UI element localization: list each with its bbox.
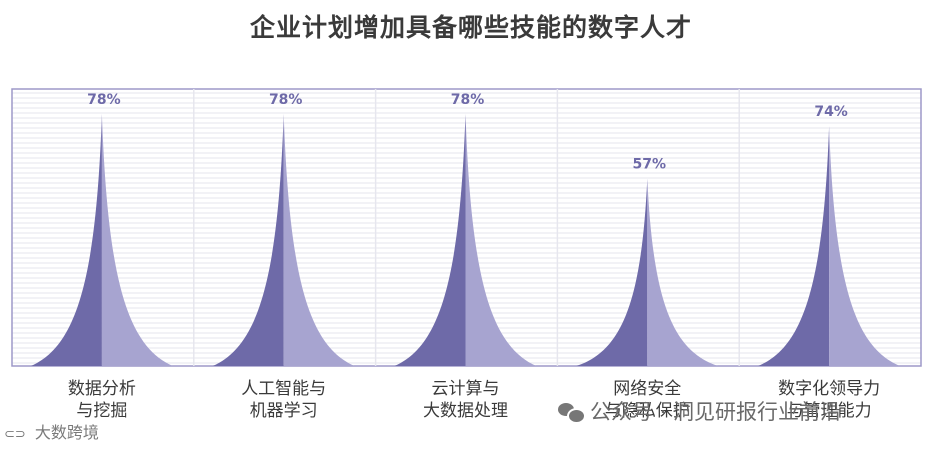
spike-bar-right bbox=[101, 113, 173, 366]
category-label-line: 机器学习 bbox=[249, 401, 318, 421]
spike-bar-right bbox=[465, 113, 537, 366]
footer-right: 公众号 · 洞见研报行业前沿 bbox=[558, 396, 841, 426]
spike-bar-left bbox=[212, 113, 284, 366]
category-label: 数字化领导力 与管理能力 bbox=[739, 378, 919, 422]
category-label-line: 数据分析 bbox=[67, 379, 136, 399]
spike-bar-left bbox=[576, 178, 648, 366]
spike-bar-left bbox=[30, 113, 102, 366]
spike-bar-left bbox=[394, 113, 466, 366]
data-label: 78% bbox=[451, 92, 485, 108]
category-label-line: 大数据处理 bbox=[423, 401, 508, 421]
category-label-line: 与管理能力 bbox=[786, 401, 872, 421]
category-label-line: 与挖掘 bbox=[76, 401, 128, 421]
spike-bar-right bbox=[283, 113, 355, 366]
footer-left-text: 大数跨境 bbox=[34, 423, 99, 442]
spike-bar-right bbox=[829, 126, 901, 366]
spike-bar-left bbox=[758, 126, 830, 366]
spike-bar-right bbox=[647, 178, 719, 366]
category-label: 人工智能与 机器学习 bbox=[194, 378, 374, 422]
category-label: 网络安全 与隐私保护 bbox=[557, 378, 737, 422]
footer-left: ⊂⊃ 大数跨境 bbox=[4, 419, 99, 443]
category-label-line: 与隐私保护 bbox=[604, 401, 690, 421]
link-icon: ⊂⊃ bbox=[4, 427, 26, 442]
data-label: 74% bbox=[814, 104, 848, 120]
category-label-line: 数字化领导力 bbox=[778, 379, 881, 399]
wechat-icon bbox=[558, 401, 586, 424]
chart-title: 企业计划增加具备哪些技能的数字人才 bbox=[249, 13, 692, 42]
category-label: 数据分析 与挖掘 bbox=[12, 378, 192, 422]
data-label: 78% bbox=[87, 92, 121, 108]
data-label: 57% bbox=[633, 157, 667, 173]
category-label-line: 人工智能与 bbox=[241, 379, 327, 399]
footer-right-text: 公众号 · 洞见研报行业前沿 bbox=[590, 400, 842, 424]
data-label: 78% bbox=[269, 92, 303, 108]
category-label-line: 云计算与 bbox=[431, 379, 500, 399]
category-label-line: 网络安全 bbox=[613, 379, 682, 399]
category-label: 云计算与 大数据处理 bbox=[376, 378, 556, 422]
